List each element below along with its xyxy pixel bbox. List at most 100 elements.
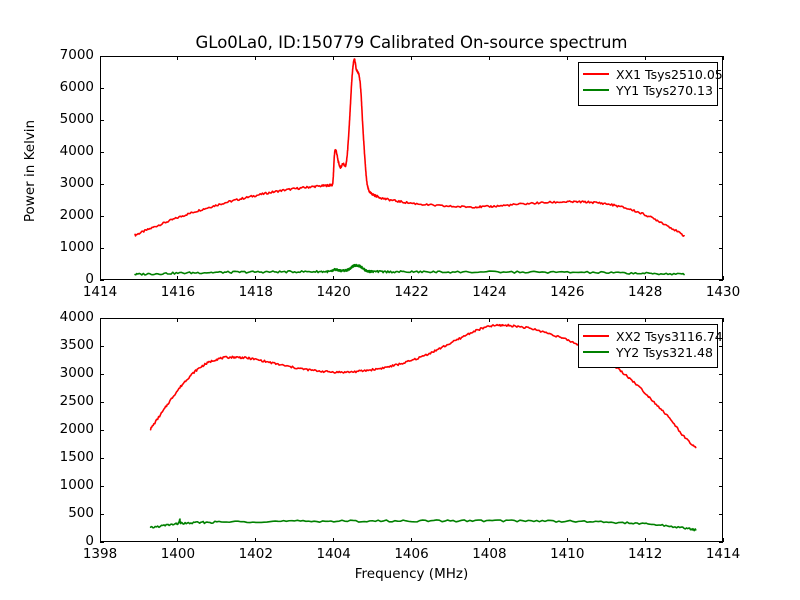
tick-mark [99,318,101,322]
tick-mark [100,151,104,153]
tick-mark [333,276,335,280]
tick-mark [100,247,104,249]
tick-mark [644,276,646,280]
tick-mark [644,318,646,322]
tick-mark [333,318,335,322]
legend-item: XX1 Tsys2510.05 [583,66,723,82]
y-tick-label: 2500 [59,393,94,409]
tick-mark [719,429,723,431]
tick-mark [719,457,723,459]
legend-color-swatch [583,73,609,75]
legend-color-swatch [583,351,609,353]
legend-label: XX2 Tsys3116.74 [616,328,723,344]
x-tick-label: 1426 [550,284,585,300]
tick-mark [719,247,723,249]
x-tick-label: 1414 [82,284,118,300]
tick-mark [411,538,412,542]
bottom-plot-legend: XX2 Tsys3116.74 YY2 Tsys321.48 [578,324,723,368]
tick-mark [100,317,104,319]
tick-mark [99,56,101,60]
tick-mark [488,56,490,60]
tick-mark [644,56,646,60]
tick-mark [100,401,104,403]
tick-mark [100,87,104,89]
y-tick-label: 5000 [59,111,94,127]
tick-mark [566,276,568,280]
tick-mark [644,538,646,542]
tick-mark [100,457,104,459]
legend-label: XX1 Tsys2510.05 [616,66,723,82]
tick-mark [719,345,723,347]
x-tick-label: 1420 [316,284,351,300]
tick-mark [100,541,104,543]
legend-item: YY2 Tsys321.48 [583,344,713,360]
tick-mark [719,87,723,89]
tick-mark [719,373,723,375]
y-tick-label: 3000 [59,365,94,381]
tick-mark [100,373,104,375]
tick-mark [722,276,724,280]
tick-mark [719,541,723,543]
tick-mark [100,55,104,57]
tick-mark [411,318,412,322]
tick-mark [719,401,723,403]
x-axis-label: Frequency (MHz) [354,566,469,582]
y-tick-label: 3000 [59,175,94,191]
x-tick-label: 1418 [238,284,273,300]
top-plot-legend: XX1 Tsys2510.05 YY1 Tsys270.13 [578,62,723,106]
tick-mark [719,513,723,515]
y-tick-label: 1000 [59,477,94,493]
tick-mark [177,538,179,542]
x-tick-label: 1400 [160,546,196,562]
legend-item: YY1 Tsys270.13 [583,82,713,98]
tick-mark [719,485,723,487]
tick-mark [411,276,412,280]
tick-mark [100,485,104,487]
legend-color-swatch [583,335,609,337]
x-tick-label: 1410 [550,546,585,562]
x-tick-label: 1412 [627,546,663,562]
y-tick-label: 500 [68,505,94,521]
tick-mark [488,318,490,322]
tick-mark [100,513,104,515]
tick-mark [566,538,568,542]
tick-mark [411,56,412,60]
x-tick-label: 1428 [627,284,663,300]
x-tick-label: 1430 [705,284,741,300]
x-tick-label: 1398 [82,546,118,562]
series-line [149,518,697,532]
tick-mark [255,318,257,322]
tick-mark [255,56,257,60]
x-tick-label: 1422 [394,284,429,300]
y-tick-label: 0 [85,271,94,287]
x-tick-label: 1424 [472,284,507,300]
legend-label: YY1 Tsys270.13 [616,82,713,98]
y-tick-label: 4000 [59,143,94,159]
y-tick-label: 1500 [59,449,94,465]
y-tick-label: 6000 [59,79,94,95]
x-tick-label: 1416 [160,284,196,300]
tick-mark [719,119,723,121]
tick-mark [99,276,101,280]
y-tick-label: 4000 [59,309,94,325]
tick-mark [100,345,104,347]
legend-color-swatch [583,89,609,91]
tick-mark [722,56,724,60]
y-tick-label: 7000 [59,47,94,63]
tick-mark [100,119,104,121]
y-tick-label: 1000 [59,239,94,255]
y-tick-label: 0 [85,533,94,549]
legend-item: XX2 Tsys3116.74 [583,328,723,344]
x-tick-label: 1414 [705,546,741,562]
legend-label: YY2 Tsys321.48 [616,344,713,360]
tick-mark [488,276,490,280]
tick-mark [255,538,257,542]
tick-mark [177,56,179,60]
tick-mark [100,429,104,431]
x-tick-label: 1402 [238,546,273,562]
x-tick-label: 1404 [316,546,351,562]
tick-mark [255,276,257,280]
x-tick-label: 1408 [472,546,507,562]
tick-mark [333,538,335,542]
